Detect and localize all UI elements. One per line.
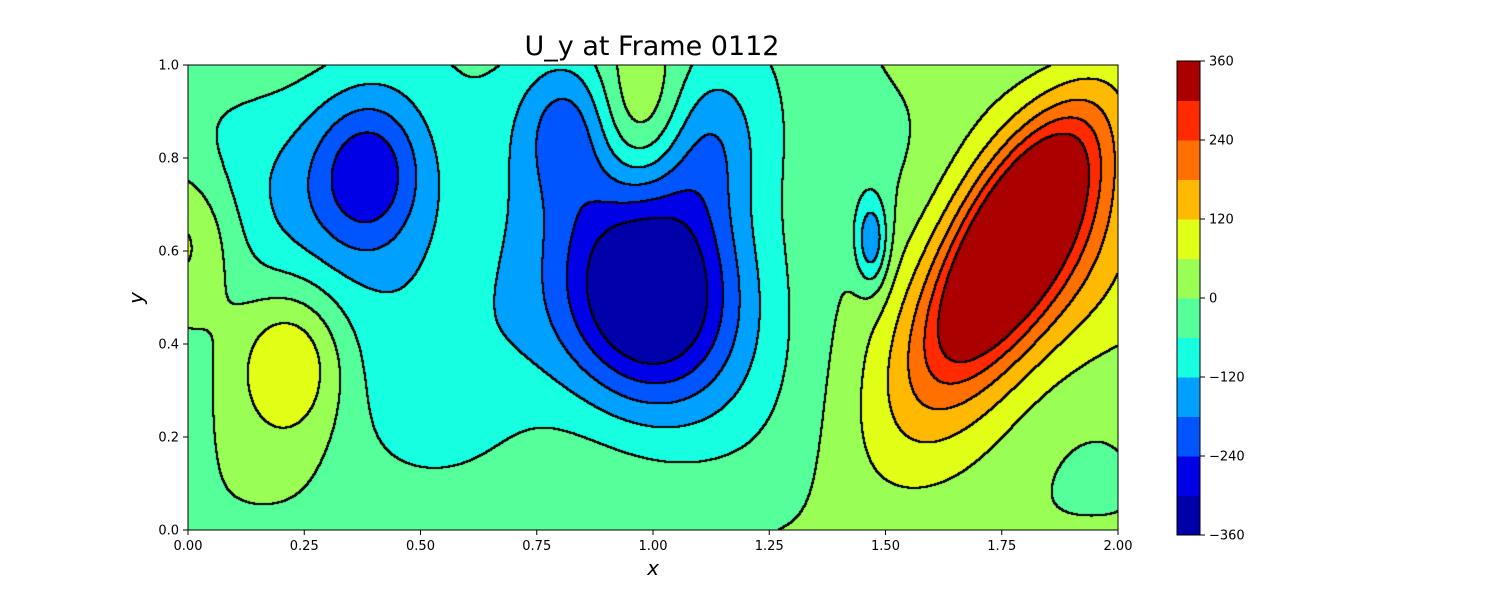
chart-title: U_y at Frame 0112: [525, 31, 780, 62]
colorbar: 360 240 120 0 −120 −240 −360: [1177, 55, 1245, 544]
colorbar-segment: [1177, 298, 1200, 338]
x-tick-label: 0.25: [290, 539, 319, 554]
x-tick-label: 0.00: [174, 539, 203, 554]
colorbar-segment: [1177, 496, 1200, 536]
x-axis: 0.00 0.25 0.50 0.75 1.00 1.25 1.50 1.75 2.00: [174, 530, 1133, 554]
colorbar-tick-label: −360: [1209, 529, 1245, 544]
y-tick-label: 1.0: [158, 59, 179, 74]
x-tick-label: 0.75: [522, 539, 551, 554]
y-axis: 0.0 0.2 0.4 0.6 0.8 1.0: [158, 59, 188, 539]
colorbar-segment: [1177, 417, 1200, 457]
colorbar-tick-label: 360: [1209, 55, 1234, 70]
colorbar-segment: [1177, 180, 1200, 220]
colorbar-tick-label: 0: [1209, 292, 1217, 307]
colorbar-tick-label: 240: [1209, 134, 1234, 149]
colorbar-segment: [1177, 219, 1200, 259]
x-tick-label: 0.50: [406, 539, 435, 554]
x-tick-label: 2.00: [1104, 539, 1133, 554]
colorbar-tick-label: −120: [1209, 371, 1245, 386]
y-axis-label: y: [124, 291, 148, 305]
colorbar-segment: [1177, 61, 1200, 101]
y-tick-label: 0.2: [158, 431, 179, 446]
y-tick-label: 0.6: [158, 245, 179, 260]
x-tick-label: 1.00: [639, 539, 668, 554]
x-tick-label: 1.50: [871, 539, 900, 554]
colorbar-tick-label: 120: [1209, 213, 1234, 228]
colorbar-segment: [1177, 377, 1200, 417]
colorbar-tick-label: −240: [1209, 450, 1245, 465]
y-tick-label: 0.4: [158, 338, 179, 353]
contour-field: [188, 65, 1118, 530]
colorbar-segment: [1177, 456, 1200, 496]
colorbar-segment: [1177, 259, 1200, 299]
x-axis-label: x: [646, 556, 659, 580]
colorbar-segment: [1177, 338, 1200, 378]
colorbar-segment: [1177, 140, 1200, 180]
x-tick-label: 1.25: [755, 539, 784, 554]
y-tick-label: 0.8: [158, 152, 179, 167]
colorbar-segment: [1177, 101, 1200, 141]
y-tick-label: 0.0: [158, 524, 179, 539]
plot-area: [188, 65, 1118, 530]
x-tick-label: 1.75: [987, 539, 1016, 554]
